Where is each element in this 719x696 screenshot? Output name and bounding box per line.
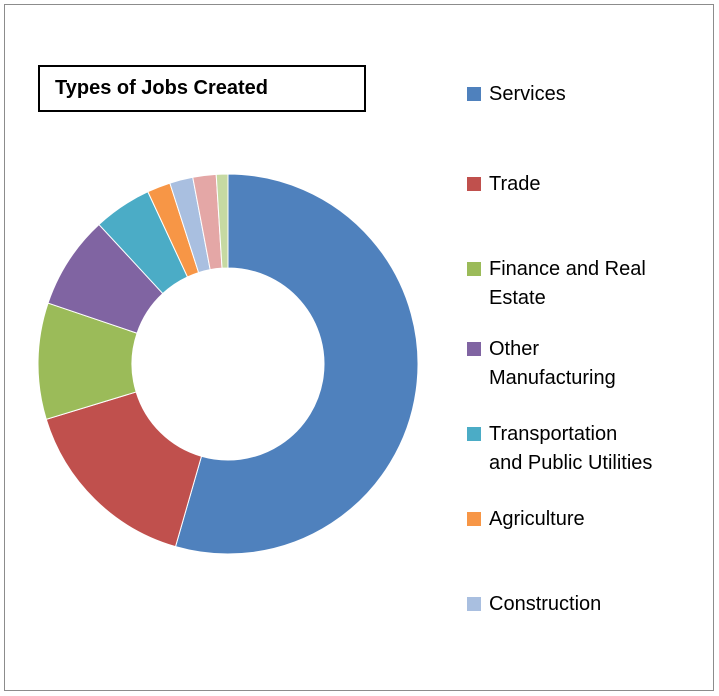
- chart-title-text: Types of Jobs Created: [55, 77, 269, 99]
- legend-swatch: [467, 342, 481, 356]
- slice-services: [174, 173, 419, 555]
- chart-title: Types of Jobs Created: [38, 65, 366, 112]
- legend-label: Finance and Real Estate: [489, 258, 646, 309]
- legend-swatch: [467, 262, 481, 276]
- legend-item-agriculture: Agriculture: [467, 505, 699, 534]
- legend-item-construction: Construction: [467, 590, 699, 619]
- legend-swatch: [467, 87, 481, 101]
- legend-item-other-manufacturing: Other Manufacturing: [467, 335, 699, 393]
- legend-swatch: [467, 177, 481, 191]
- legend-item-trade: Trade: [467, 170, 699, 199]
- slice-slice-8: [215, 173, 229, 269]
- legend-label: Construction: [489, 593, 602, 615]
- legend-item-services: Services: [467, 80, 699, 109]
- legend-label: Agriculture: [489, 508, 585, 530]
- legend-item-finance-and-real-estate: Finance and Real Estate: [467, 255, 699, 313]
- legend-label: Services: [489, 83, 566, 105]
- legend-item-transportation-and-public-utilities: Transportation and Public Utilities: [467, 420, 699, 478]
- legend-swatch: [467, 427, 481, 441]
- legend-swatch: [467, 597, 481, 611]
- legend-label: Trade: [489, 173, 541, 195]
- legend-label: Other Manufacturing: [489, 338, 616, 389]
- legend-label: Transportation and Public Utilities: [489, 423, 653, 474]
- legend-swatch: [467, 512, 481, 526]
- slice-trade: [45, 391, 203, 548]
